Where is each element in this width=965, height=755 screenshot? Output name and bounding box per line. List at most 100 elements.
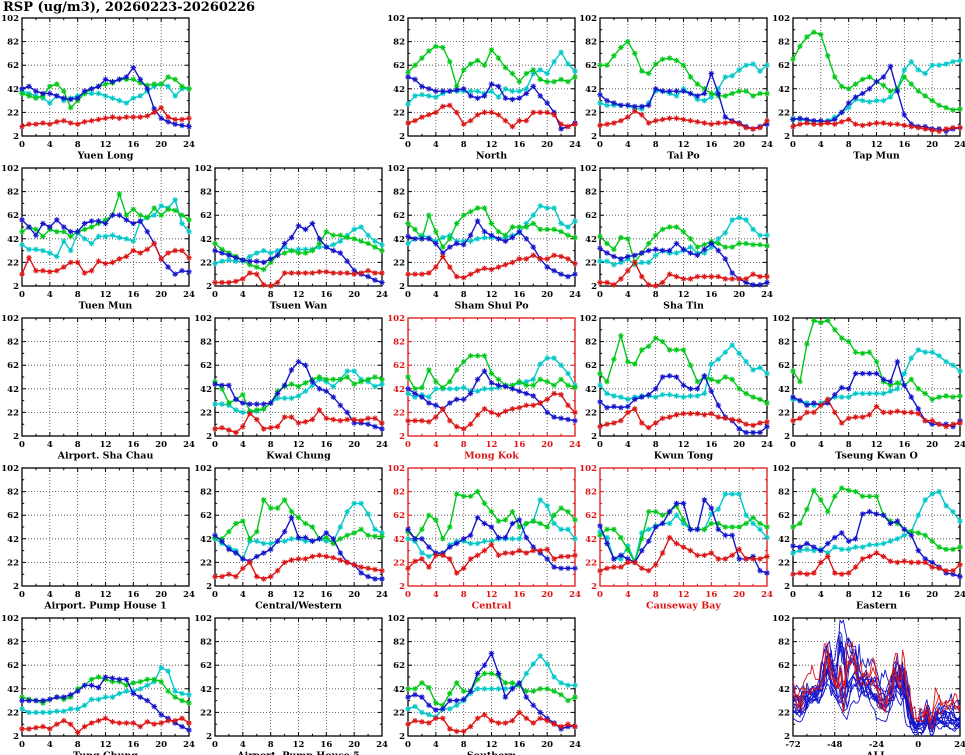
- y-tick-label: 102: [579, 14, 597, 24]
- series-red-day-20260226: [212, 407, 385, 436]
- station-panel-kwai-chung: 2 22 42 62 82 102 0 4 8 12 16 20 24 Kwai Chung: [193, 302, 388, 462]
- y-tick-label: 102: [579, 464, 597, 474]
- x-tick-label: 16: [513, 290, 525, 300]
- series-red-day-20260226: [405, 102, 578, 130]
- station-panel-airport-sha-chau: 2 22 42 62 82 102 0 4 8 12 16 20 24 Airport. Sha Chau: [0, 302, 195, 462]
- series-cyan-day-20260223: [212, 224, 385, 267]
- x-tick-label: 20: [348, 290, 360, 300]
- y-tick-label: 102: [194, 614, 212, 624]
- x-tick-label: 20: [733, 290, 745, 300]
- x-tick-label: 16: [320, 590, 332, 600]
- x-tick-label: 24: [569, 740, 581, 750]
- x-tick-label: 4: [47, 590, 53, 600]
- x-tick-label: 0: [405, 740, 411, 750]
- x-tick-label: 0: [212, 290, 218, 300]
- x-tick-label: 24: [569, 140, 581, 150]
- y-tick-label: 22: [7, 558, 19, 568]
- x-tick-label: -48: [827, 740, 842, 750]
- axis-ticks: [599, 167, 768, 287]
- station-panel-central-western: 2 22 42 62 82 102 0 4 8 12 16 20 24 Central/Western: [193, 452, 388, 612]
- x-tick-label: 8: [461, 440, 467, 450]
- y-tick-label: 82: [200, 638, 212, 648]
- x-tick-label: 24: [376, 440, 388, 450]
- y-tick-label: 42: [778, 385, 790, 395]
- chart-title-tai-po: Tai Po: [667, 151, 699, 162]
- station-panel-sham-shui-po: 2 22 42 62 82 102 0 4 8 12 16 20 24 Sham Shui Po: [386, 152, 581, 312]
- series-blue-day-20260225: [212, 220, 385, 286]
- y-tick-label: 82: [393, 638, 405, 648]
- y-tick-label: 82: [7, 38, 19, 48]
- x-tick-label: 12: [100, 440, 112, 450]
- y-tick-label: 102: [387, 14, 405, 24]
- gridlines: [793, 18, 960, 136]
- x-tick-label: 0: [19, 740, 25, 750]
- x-tick-label: 20: [541, 290, 553, 300]
- y-tick-label: 22: [200, 258, 212, 268]
- x-tick-label: 0: [790, 440, 796, 450]
- y-tick-label: 2: [399, 282, 405, 292]
- x-tick-label: 0: [405, 140, 411, 150]
- series-red-day-20260226: [597, 259, 770, 289]
- y-tick-label: 82: [200, 338, 212, 348]
- y-tick-label: 82: [585, 188, 597, 198]
- x-tick-label: 24: [376, 590, 388, 600]
- y-tick-label: 102: [579, 314, 597, 324]
- x-tick-label: 0: [19, 290, 25, 300]
- x-tick-label: 0: [19, 440, 25, 450]
- x-tick-label: 4: [433, 140, 439, 150]
- y-tick-label: 42: [778, 535, 790, 545]
- chart-title-southern: Southern: [467, 751, 516, 755]
- x-tick-label: 16: [127, 290, 139, 300]
- y-tick-label: 2: [784, 432, 790, 442]
- x-tick-label: 0: [597, 140, 603, 150]
- y-tick-label: 82: [200, 488, 212, 498]
- plot-border: [792, 17, 961, 137]
- x-tick-label: 0: [915, 740, 921, 750]
- series-red-day-20260226: [405, 541, 578, 576]
- plot-border: [21, 467, 190, 587]
- chart-title-sha-tin: Sha Tin: [663, 301, 704, 312]
- x-tick-label: 16: [127, 440, 139, 450]
- station-panel-north: 2 22 42 62 82 102 0 4 8 12 16 20 24 North: [386, 2, 581, 162]
- y-tick-label: 42: [393, 685, 405, 695]
- plot-border: [792, 617, 961, 737]
- x-tick-label: 8: [268, 440, 274, 450]
- x-tick-label: 24: [183, 590, 195, 600]
- x-tick-label: 4: [433, 740, 439, 750]
- y-tick-label: 22: [585, 258, 597, 268]
- y-tick-label: 102: [194, 314, 212, 324]
- x-tick-label: 8: [75, 590, 81, 600]
- series-red-day-20260226: [405, 709, 578, 735]
- x-tick-label: 12: [871, 140, 883, 150]
- plot-border: [214, 167, 383, 287]
- y-tick-label: 62: [7, 211, 19, 221]
- x-tick-label: 4: [625, 590, 631, 600]
- y-tick-label: 42: [7, 385, 19, 395]
- all-line-mong-kok: [792, 655, 961, 730]
- x-tick-label: 0: [212, 440, 218, 450]
- y-tick-label: 2: [784, 732, 790, 742]
- series-red-day-20260226: [597, 406, 770, 431]
- y-tick-label: 2: [784, 132, 790, 142]
- y-tick-label: 2: [13, 582, 19, 592]
- x-tick-label: 4: [47, 740, 53, 750]
- x-tick-label: 0: [405, 440, 411, 450]
- series-cyan-day-20260223: [790, 347, 963, 409]
- x-tick-label: 12: [486, 590, 498, 600]
- y-tick-label: 22: [7, 108, 19, 118]
- x-tick-label: 8: [653, 590, 659, 600]
- x-tick-label: 0: [790, 140, 796, 150]
- station-panel-tung-chung: 22242628210204812162024Tung Chung: [0, 602, 195, 755]
- x-tick-label: 16: [513, 440, 525, 450]
- all-line-tung-chung: [792, 666, 961, 733]
- y-tick-label: 22: [585, 408, 597, 418]
- station-panel-airport-pump-house-1: 2 22 42 62 82 102 0 4 8 12 16 20 24 Airport. Pump Hou…: [0, 452, 195, 612]
- y-tick-label: 82: [393, 338, 405, 348]
- chart-title-mong-kok: Mong Kok: [464, 451, 519, 462]
- y-tick-label: 2: [206, 582, 212, 592]
- x-tick-label: 24: [954, 740, 965, 750]
